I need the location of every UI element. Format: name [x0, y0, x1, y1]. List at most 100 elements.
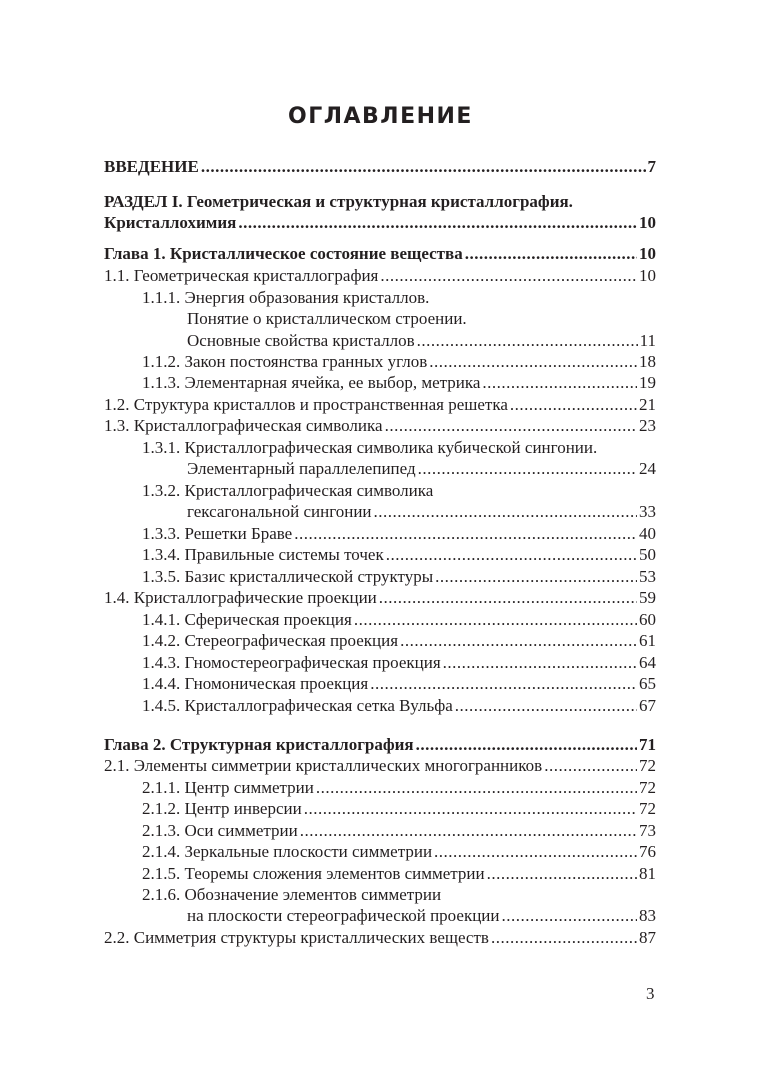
- toc-entry-line[interactable]: Глава 1. Кристаллическое состояние вещес…: [104, 243, 656, 264]
- dot-leader: [416, 734, 637, 755]
- toc-page-number: 64: [639, 653, 656, 672]
- toc-page-number: 61: [639, 631, 656, 650]
- toc-entry-line[interactable]: на плоскости стереографической проекции 8…: [187, 905, 656, 926]
- toc-entry-line[interactable]: ВВЕДЕНИЕ 7: [104, 156, 656, 177]
- dot-leader: [544, 755, 637, 776]
- toc-entry-line[interactable]: 2.1.6. Обозначение элементов симметрии: [142, 884, 656, 905]
- dot-leader: [304, 798, 637, 819]
- toc-entry-line[interactable]: 2.1. Элементы симметрии кристаллических …: [104, 755, 656, 776]
- toc-entry-title: 1.3.1. Кристаллографическая символика ку…: [142, 438, 598, 457]
- dot-leader: [482, 372, 637, 393]
- dot-leader: [417, 330, 638, 351]
- dot-leader: [385, 415, 637, 436]
- toc-entry-title: ВВЕДЕНИЕ: [104, 157, 199, 176]
- toc-entry-title: 2.1.5. Теоремы сложения элементов симмет…: [142, 864, 485, 883]
- dot-leader: [455, 695, 637, 716]
- toc-entry-line[interactable]: 1.3.1. Кристаллографическая символика ку…: [142, 437, 656, 458]
- toc-page-number: 60: [639, 610, 656, 629]
- toc-entry-line[interactable]: 1.4.2. Стереографическая проекция 61: [142, 630, 656, 651]
- toc-entry-line[interactable]: 2.1.2. Центр инверсии 72: [142, 798, 656, 819]
- toc-page-number: 21: [639, 395, 656, 414]
- toc-page-number: 67: [639, 696, 656, 715]
- toc-entry-title: гексагональной сингонии: [187, 502, 372, 522]
- dot-leader: [434, 841, 637, 862]
- toc-entry-line[interactable]: гексагональной сингонии 33: [187, 501, 656, 522]
- toc-entry-title: Понятие о кристаллическом строении.: [187, 309, 467, 329]
- toc-entry-title: 1.1. Геометрическая кристаллография: [104, 266, 379, 285]
- toc-entry-line[interactable]: 1.3.2. Кристаллографическая символика: [142, 480, 656, 501]
- toc-entry-line[interactable]: 1.4.1. Сферическая проекция 60: [142, 609, 656, 630]
- toc-entry-line[interactable]: 1.4.3. Гномостереографическая проекция 64: [142, 652, 656, 673]
- toc-entry-line[interactable]: Кристаллохимия 10: [104, 212, 656, 233]
- toc-entry-line[interactable]: 1.3.4. Правильные системы точек 50: [142, 544, 656, 565]
- toc-entry-title: 1.4.3. Гномостереографическая проекция: [142, 653, 441, 672]
- dot-leader: [386, 544, 637, 565]
- toc-entry-line[interactable]: 1.4.5. Кристаллографическая сетка Вульфа…: [142, 695, 656, 716]
- toc-entry-line[interactable]: 1.3.5. Базис кристаллической структуры 53: [142, 566, 656, 587]
- toc-entry-line[interactable]: 1.3. Кристаллографическая символика 23: [104, 415, 656, 436]
- toc-page-number: 10: [639, 266, 656, 285]
- toc-entry-title: 1.4.1. Сферическая проекция: [142, 610, 352, 629]
- toc-entry-title: 2.1.1. Центр симметрии: [142, 778, 314, 797]
- toc-page-number: 72: [639, 778, 656, 797]
- toc-entry-line[interactable]: 1.1.1. Энергия образования кристаллов.: [142, 287, 656, 308]
- toc-entry-title: 2.1. Элементы симметрии кристаллических …: [104, 756, 543, 775]
- toc-entry-line[interactable]: Понятие о кристаллическом строении.: [187, 308, 656, 329]
- toc-entry-line[interactable]: 1.1.2. Закон постоянства гранных углов 18: [142, 351, 656, 372]
- toc-page-number: 18: [639, 352, 656, 371]
- toc-entry-title: на плоскости стереографической проекции: [187, 906, 500, 926]
- toc-entry-title: 2.2. Симметрия структуры кристаллических…: [104, 928, 489, 947]
- toc-entry-line[interactable]: Глава 2. Структурная кристаллография 71: [104, 734, 656, 755]
- toc-page-number: 11: [639, 330, 656, 350]
- dot-leader: [502, 905, 638, 926]
- page-title: ОГЛАВЛЕНИЕ: [288, 104, 473, 129]
- toc-page-number: 65: [639, 674, 656, 693]
- toc-entry-title: 1.1.2. Закон постоянства гранных углов: [142, 352, 428, 371]
- toc-page-number: 10: [639, 244, 656, 263]
- dot-leader: [374, 501, 637, 522]
- toc-page-number: 59: [639, 588, 656, 607]
- toc-entry-title: Основные свойства кристаллов: [187, 330, 415, 350]
- toc-entry-line[interactable]: 2.1.5. Теоремы сложения элементов симмет…: [142, 863, 656, 884]
- toc-entry-line[interactable]: 2.2. Симметрия структуры кристаллических…: [104, 927, 656, 948]
- dot-leader: [418, 458, 637, 479]
- toc-page-number: 83: [639, 906, 656, 926]
- toc-entry-title: 1.4.2. Стереографическая проекция: [142, 631, 399, 650]
- dot-leader: [294, 523, 637, 544]
- toc-entry-line[interactable]: Основные свойства кристаллов 11: [187, 330, 656, 351]
- toc-page-number: 24: [639, 459, 656, 479]
- toc-page-number: 73: [639, 821, 656, 840]
- toc-entry-line[interactable]: 1.1.3. Элементарная ячейка, ее выбор, ме…: [142, 372, 656, 393]
- toc-entry-title: Глава 2. Структурная кристаллография: [104, 735, 414, 754]
- page-number: 3: [646, 984, 655, 1003]
- toc-entry-line[interactable]: 2.1.1. Центр симметрии 72: [142, 777, 656, 798]
- toc-entry-line[interactable]: 1.4.4. Гномоническая проекция 65: [142, 673, 656, 694]
- dot-leader: [354, 609, 637, 630]
- toc-page-number: 23: [639, 416, 656, 435]
- dot-leader: [435, 566, 637, 587]
- toc-entry-line[interactable]: 1.4. Кристаллографические проекции 59: [104, 587, 656, 608]
- toc-entry-line[interactable]: Элементарный параллелепипед 24: [187, 458, 656, 479]
- toc-entry-title: РАЗДЕЛ I. Геометрическая и структурная к…: [104, 192, 573, 211]
- toc-page-number: 10: [639, 213, 656, 233]
- toc-entry-title: 1.3.3. Решетки Браве: [142, 524, 293, 543]
- toc-page-number: 53: [639, 567, 656, 586]
- toc-page-number: 50: [639, 545, 656, 564]
- dot-leader: [238, 212, 637, 233]
- toc-entry-line[interactable]: 1.2. Структура кристаллов и пространстве…: [104, 394, 656, 415]
- dot-leader: [465, 243, 637, 264]
- toc-entry-title: Элементарный параллелепипед: [187, 459, 416, 479]
- toc-entry-title: 1.1.3. Элементарная ячейка, ее выбор, ме…: [142, 373, 481, 392]
- dot-leader: [429, 351, 637, 372]
- dot-leader: [491, 927, 637, 948]
- dot-leader: [487, 863, 637, 884]
- dot-leader: [400, 630, 637, 651]
- toc-page-number: 81: [639, 864, 656, 883]
- toc-page-number: 71: [639, 735, 656, 754]
- toc-entry-line[interactable]: 2.1.3. Оси симметрии 73: [142, 820, 656, 841]
- dot-leader: [201, 156, 646, 177]
- toc-entry-line[interactable]: 1.3.3. Решетки Браве 40: [142, 523, 656, 544]
- toc-entry-line[interactable]: 2.1.4. Зеркальные плоскости симметрии 76: [142, 841, 656, 862]
- toc-entry-line[interactable]: РАЗДЕЛ I. Геометрическая и структурная к…: [104, 191, 656, 212]
- toc-entry-line[interactable]: 1.1. Геометрическая кристаллография 10: [104, 265, 656, 286]
